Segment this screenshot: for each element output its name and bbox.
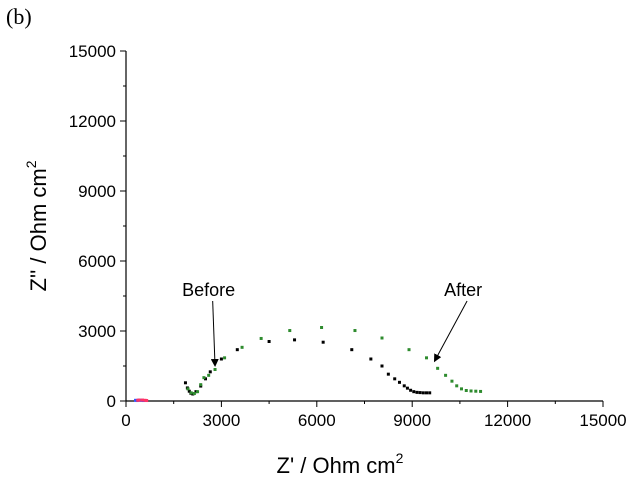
y-tick-label: 9000	[78, 182, 116, 201]
data-point	[240, 345, 244, 349]
data-point	[145, 399, 149, 403]
y-tick-label: 12000	[69, 112, 116, 131]
data-point	[479, 389, 483, 393]
data-point	[288, 329, 292, 333]
data-point	[415, 390, 419, 394]
annotation-arrow	[433, 300, 468, 363]
x-tick-label: 9000	[393, 411, 431, 430]
data-point	[223, 356, 227, 360]
annotation-arrow	[210, 300, 219, 367]
data-point	[321, 340, 325, 344]
data-point	[450, 379, 454, 383]
y-tick-label: 3000	[78, 322, 116, 341]
data-point	[208, 370, 212, 374]
annotation-label: After	[444, 280, 482, 300]
data-point	[134, 398, 138, 402]
data-point	[428, 391, 432, 395]
data-point	[235, 348, 239, 352]
x-tick-label: 6000	[298, 411, 336, 430]
x-axis-title: Z' / Ohm cm2	[277, 450, 404, 478]
data-point	[196, 390, 200, 394]
data-point	[353, 329, 357, 333]
y-axis-title: Z'' / Ohm cm2	[23, 160, 51, 291]
x-tick-label: 12000	[484, 411, 531, 430]
data-point	[421, 391, 425, 395]
data-point	[350, 348, 354, 352]
data-point	[369, 357, 373, 361]
data-point	[425, 356, 429, 360]
y-tick-label: 6000	[78, 252, 116, 271]
data-point	[320, 326, 324, 329]
data-point	[386, 372, 390, 376]
data-point	[219, 357, 223, 361]
data-point	[191, 392, 195, 396]
data-point	[418, 391, 422, 395]
annotation-label: Before	[182, 280, 235, 300]
data-point	[393, 377, 397, 381]
data-point	[204, 377, 207, 381]
y-tick-label: 0	[107, 392, 116, 411]
data-point	[143, 398, 147, 402]
data-point	[455, 384, 459, 388]
data-point	[464, 389, 468, 392]
data-point	[137, 398, 141, 402]
data-point	[199, 383, 203, 387]
data-point	[259, 336, 263, 340]
y-tick-label: 15000	[69, 42, 116, 61]
data-point	[425, 391, 429, 395]
data-point	[183, 381, 187, 385]
data-point	[405, 386, 409, 390]
x-tick-label: 0	[121, 411, 130, 430]
data-point	[459, 387, 463, 391]
data-point	[444, 373, 448, 377]
data-point	[194, 390, 198, 394]
data-point	[189, 391, 193, 395]
data-point	[202, 376, 206, 380]
data-point	[192, 392, 196, 396]
data-point	[213, 368, 217, 371]
data-point	[380, 364, 384, 368]
data-point	[141, 398, 145, 402]
data-point	[136, 398, 140, 402]
data-point	[412, 390, 416, 394]
data-point	[267, 340, 271, 343]
data-point	[409, 388, 413, 392]
data-point	[436, 366, 440, 370]
data-point	[186, 387, 190, 391]
data-point	[207, 373, 211, 377]
data-point	[187, 389, 191, 393]
data-point	[469, 389, 473, 393]
data-point	[474, 389, 478, 393]
data-point	[293, 338, 297, 342]
data-point	[380, 336, 384, 340]
x-tick-label: 15000	[579, 411, 626, 430]
data-point	[402, 384, 406, 388]
data-point	[397, 380, 401, 384]
x-tick-label: 3000	[202, 411, 240, 430]
panel-label: (b)	[6, 4, 32, 29]
data-point	[407, 348, 411, 352]
